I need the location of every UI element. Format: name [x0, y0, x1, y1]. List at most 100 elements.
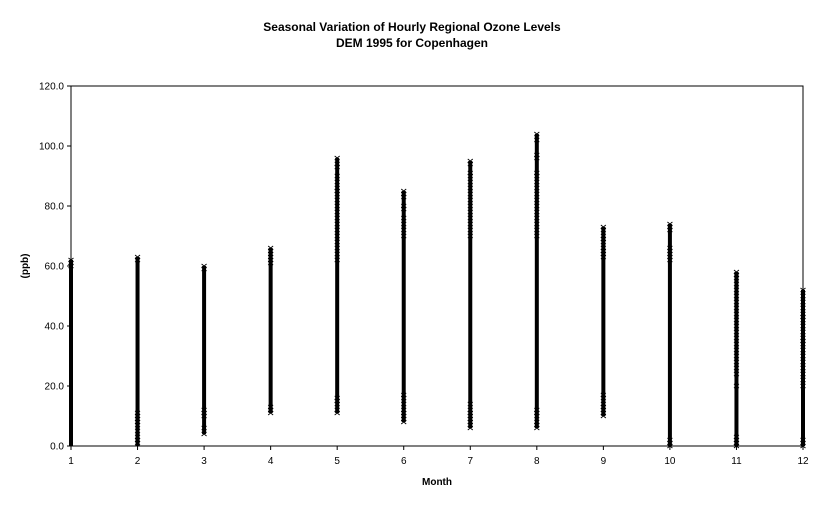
data-column [734, 272, 739, 446]
data-point [534, 179, 540, 185]
data-point [733, 365, 740, 371]
data-point [800, 311, 806, 317]
data-point [534, 221, 540, 227]
data-point [467, 179, 474, 185]
x-tick-label: 5 [334, 456, 340, 467]
data-point [201, 407, 207, 413]
plot-frame [70, 85, 804, 447]
data-point [467, 233, 474, 239]
data-point [800, 305, 806, 311]
data-point [467, 209, 474, 215]
data-column [667, 224, 672, 446]
data-point [334, 197, 340, 203]
data-point [534, 419, 540, 425]
data-point [400, 221, 407, 227]
data-point [68, 257, 74, 263]
data-point [733, 347, 740, 353]
data-point [201, 425, 207, 431]
y-tick-label: 0.0 [50, 442, 64, 453]
data-point [267, 404, 274, 410]
data-point [800, 323, 806, 329]
data-column [268, 248, 273, 413]
data-point [467, 191, 474, 197]
data-point [400, 407, 407, 413]
data-point [400, 233, 407, 239]
data-point [334, 227, 340, 233]
data-point [800, 371, 806, 377]
data-point [201, 431, 207, 437]
data-point [667, 245, 673, 251]
data-point [334, 221, 340, 227]
data-point [733, 281, 740, 287]
data-point [334, 407, 340, 413]
data-point [134, 410, 141, 416]
x-tick-label: 8 [534, 456, 540, 467]
data-point [600, 224, 607, 230]
data-point [800, 437, 806, 443]
data-point [733, 287, 740, 293]
x-tick-label: 12 [797, 456, 809, 467]
data-point [400, 215, 407, 221]
data-point [800, 329, 806, 335]
data-point [334, 185, 340, 191]
data-point [467, 215, 474, 221]
data-column [202, 266, 207, 434]
y-tick-label: 80.0 [45, 202, 65, 213]
y-tick-label: 60.0 [45, 262, 65, 273]
data-point [467, 170, 474, 176]
data-point [800, 377, 806, 383]
chart-subtitle: DEM 1995 for Copenhagen [335, 36, 489, 50]
data-point [334, 203, 340, 209]
x-tick-label: 7 [467, 456, 473, 467]
data-column [335, 158, 340, 413]
x-axis-title: Month [422, 477, 452, 488]
data-point [667, 437, 673, 443]
data-column [534, 134, 539, 428]
x-tick-label: 4 [268, 456, 274, 467]
x-tick-label: 1 [68, 456, 74, 467]
data-point [467, 401, 474, 407]
data-point [733, 335, 740, 341]
data-point [134, 428, 141, 434]
data-point [733, 317, 740, 323]
x-tick-label: 10 [664, 456, 676, 467]
data-point [334, 215, 340, 221]
data-point [467, 158, 474, 164]
x-tick-label: 2 [135, 456, 141, 467]
data-point [534, 227, 540, 233]
data-point [800, 299, 806, 305]
data-point [733, 383, 740, 389]
data-point [733, 434, 740, 440]
data-point [467, 221, 474, 227]
data-column [468, 161, 473, 428]
data-point [800, 335, 806, 341]
data-point [733, 323, 740, 329]
data-point [134, 434, 141, 440]
data-point [334, 233, 340, 239]
y-tick-label: 20.0 [45, 382, 65, 393]
data-point [534, 191, 540, 197]
data-point [800, 293, 806, 299]
data-point [334, 161, 340, 167]
data-point [334, 395, 340, 401]
data-point [334, 179, 340, 185]
data-point [733, 341, 740, 347]
data-point [733, 299, 740, 305]
data-point [534, 137, 540, 143]
data-point [733, 359, 740, 365]
data-point [334, 239, 340, 245]
data-point [534, 203, 540, 209]
data-point [467, 227, 474, 233]
data-point [400, 401, 407, 407]
data-point [467, 203, 474, 209]
data-point [534, 215, 540, 221]
data-point [400, 227, 407, 233]
data-point [334, 155, 340, 161]
data-point [733, 293, 740, 299]
data-point [800, 383, 806, 389]
x-tick-label: 9 [601, 456, 607, 467]
chart-title: Seasonal Variation of Hourly Regional Oz… [263, 20, 561, 34]
data-point [800, 347, 806, 353]
data-column [69, 260, 73, 446]
data-point [400, 203, 407, 209]
